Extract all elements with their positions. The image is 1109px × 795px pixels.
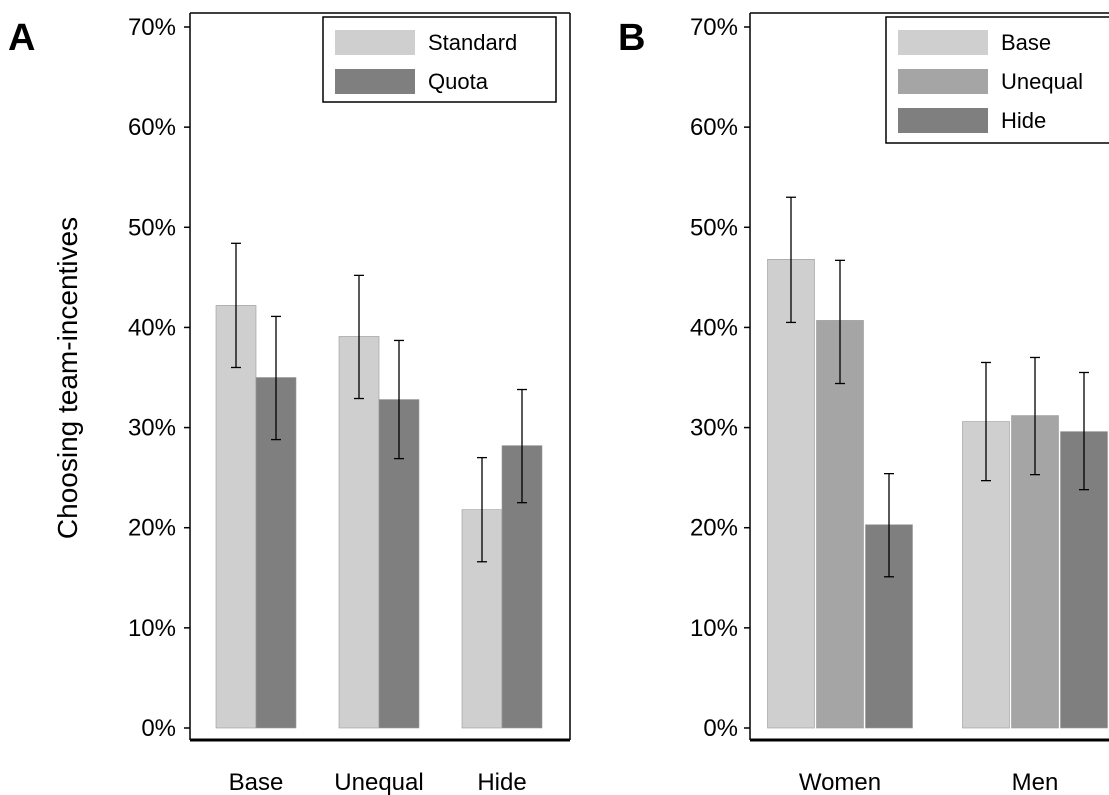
legend-swatch bbox=[335, 30, 415, 55]
x-tick-label: Unequal bbox=[334, 769, 423, 795]
x-tick-label: Women bbox=[799, 769, 881, 795]
legend-swatch bbox=[335, 69, 415, 94]
x-tick-label: Hide bbox=[477, 769, 526, 795]
legend-label: Quota bbox=[428, 69, 489, 94]
y-tick-label: 10% bbox=[690, 615, 738, 642]
y-tick-label: 60% bbox=[128, 114, 176, 141]
y-tick-label: 0% bbox=[703, 715, 738, 742]
legend-swatch bbox=[898, 108, 988, 133]
y-tick-label: 40% bbox=[690, 314, 738, 341]
y-tick-label: 60% bbox=[690, 114, 738, 141]
legend-label: Hide bbox=[1001, 108, 1046, 133]
y-tick-label: 30% bbox=[690, 415, 738, 442]
y-tick-label: 20% bbox=[128, 515, 176, 542]
panel-label: B bbox=[618, 17, 645, 59]
legend-swatch bbox=[898, 69, 988, 94]
legend-label: Unequal bbox=[1001, 69, 1083, 94]
y-tick-label: 10% bbox=[128, 615, 176, 642]
bar bbox=[767, 259, 815, 729]
y-tick-label: 0% bbox=[141, 715, 176, 742]
y-tick-label: 70% bbox=[128, 14, 176, 41]
y-tick-label: 50% bbox=[690, 214, 738, 241]
y-tick-label: 30% bbox=[128, 415, 176, 442]
legend-label: Standard bbox=[428, 30, 517, 55]
panel-label: A bbox=[8, 17, 35, 59]
bar bbox=[816, 320, 864, 729]
y-tick-label: 20% bbox=[690, 515, 738, 542]
bar bbox=[215, 305, 257, 729]
legend-label: Base bbox=[1001, 30, 1051, 55]
y-axis-label: Choosing team-incentives bbox=[52, 217, 83, 539]
y-tick-label: 70% bbox=[690, 14, 738, 41]
x-tick-label: Men bbox=[1012, 769, 1059, 795]
y-tick-label: 50% bbox=[128, 214, 176, 241]
x-tick-label: Base bbox=[229, 769, 284, 795]
y-tick-label: 40% bbox=[128, 314, 176, 341]
legend-swatch bbox=[898, 30, 988, 55]
